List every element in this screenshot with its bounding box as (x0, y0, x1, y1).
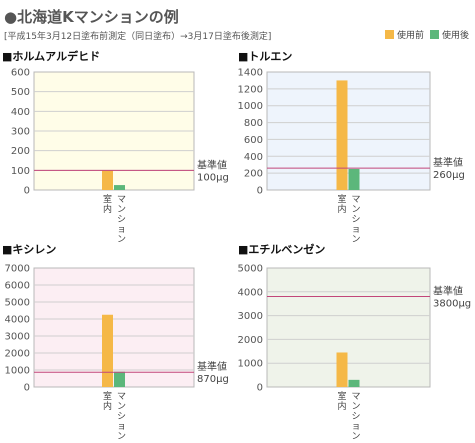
chart-2-reference-label: 基準値 (433, 156, 463, 169)
chart-4-plot-area (266, 267, 431, 388)
chart-4-tick-label: 4000 (238, 287, 263, 298)
chart-4-category-label: ョ (351, 422, 360, 432)
chart-2-category-label: マ (351, 195, 360, 205)
chart-1-bar-after (114, 185, 125, 190)
chart-3-tick-label: 6000 (5, 281, 30, 292)
chart-3-tick-label: 2000 (5, 349, 30, 360)
chart-2-tick-label: 200 (244, 169, 263, 180)
page-subtitle: [平成15年3月12日塗布前測定（同日塗布）→3月17日塗布後測定] (4, 32, 272, 42)
chart-1-category-label: ン (117, 235, 126, 245)
chart-4-category-label: ン (351, 432, 360, 442)
chart-1-category-label: シ (117, 215, 126, 225)
chart-3-title: ■キシレン (2, 243, 56, 256)
chart-3-category-label: ン (117, 402, 126, 412)
chart-3-tick-label: 1000 (5, 366, 30, 377)
chart-2-category-label: 内 (337, 203, 346, 215)
page-title: ●北海道Kマンションの例 (4, 8, 179, 26)
chart-2-reference-value: 260μg (433, 170, 465, 181)
chart-4-reference-value: 3800μg (433, 299, 471, 310)
chart-2-category-label: ン (351, 205, 360, 215)
chart-2-tick-label: 1400 (238, 68, 263, 79)
chart-2-category-label: ン (351, 235, 360, 245)
legend-swatch-before (385, 30, 394, 39)
chart-3-category-label: 室 (103, 390, 112, 402)
chart-3-plot-area (33, 267, 195, 388)
chart-1-tick-label: 100 (11, 166, 30, 177)
chart-4-category-label: 内 (337, 400, 346, 412)
chart-2-tick-label: 400 (244, 152, 263, 163)
chart-3-tick-label: 5000 (5, 298, 30, 309)
chart-2-tick-label: 800 (244, 118, 263, 129)
chart-3-bar-before (102, 314, 113, 387)
chart-4-reference-label: 基準値 (433, 285, 463, 298)
chart-4-tick-label: 0 (257, 383, 263, 394)
chart-4-tick-label: 3000 (238, 311, 263, 322)
chart-3-category-label: シ (117, 412, 126, 422)
chart-4-category-label: シ (351, 412, 360, 422)
chart-3-category-label: マ (117, 392, 126, 402)
chart-3-reference-label: 基準値 (197, 360, 227, 373)
chart-2-tick-label: 1000 (238, 101, 263, 112)
chart-4-bar-before (336, 352, 348, 387)
chart-4-title: ■エチルベンゼン (238, 242, 325, 256)
chart-3-tick-label: 3000 (5, 332, 30, 343)
chart-1-tick-label: 500 (11, 87, 30, 98)
legend-item-after: 使用後 (430, 28, 469, 41)
chart-3-category-label: ョ (117, 422, 126, 432)
chart-1-category-label: 室 (103, 193, 112, 205)
legend-item-before: 使用前 (385, 28, 424, 41)
chart-4-tick-label: 2000 (238, 335, 263, 346)
chart-4-category-label: ン (351, 402, 360, 412)
chart-1-category-label: ン (117, 205, 126, 215)
chart-1-tick-label: 0 (24, 186, 30, 197)
chart-2-category-label: シ (351, 215, 360, 225)
chart-1-tick-label: 600 (11, 68, 30, 79)
chart-1-bar-before (102, 170, 113, 190)
chart-2-title: ■トルエン (238, 50, 292, 63)
chart-1-category-label: 内 (103, 203, 112, 215)
chart-1-category-label: マ (117, 195, 126, 205)
chart-3-category-label: 内 (103, 400, 112, 412)
chart-4-bar-after (348, 379, 360, 387)
chart-3-reference-value: 870μg (197, 374, 229, 385)
chart-4-tick-label: 1000 (238, 359, 263, 370)
chart-1-tick-label: 400 (11, 107, 30, 118)
chart-2-bar-before (336, 80, 348, 190)
chart-1-tick-label: 300 (11, 127, 30, 138)
chart-3-category-label: ン (117, 432, 126, 442)
chart-1-reference-label: 基準値 (197, 158, 227, 171)
chart-4-tick-label: 5000 (238, 264, 263, 275)
legend-label-before: 使用前 (397, 31, 425, 41)
chart-2-bar-after (348, 168, 360, 190)
chart-1-title: ■ホルムアルデヒド (2, 49, 100, 63)
chart-2-tick-label: 1200 (238, 84, 263, 95)
chart-1-category-label: ョ (117, 225, 126, 235)
chart-2-tick-label: 600 (244, 135, 263, 146)
chart-3-tick-label: 4000 (5, 315, 30, 326)
legend-swatch-after (430, 30, 439, 39)
chart-2-tick-label: 0 (257, 186, 263, 197)
chart-3-tick-label: 0 (24, 383, 30, 394)
chart-2-category-label: 室 (337, 193, 346, 205)
legend-label-after: 使用後 (442, 31, 470, 41)
chart-1-tick-label: 200 (11, 146, 30, 157)
chart-4-category-label: マ (351, 392, 360, 402)
chart-3-bar-after (114, 371, 125, 387)
chart-4-category-label: 室 (337, 390, 346, 402)
chart-3-tick-label: 7000 (5, 264, 30, 275)
chart-1-reference-value: 100μg (197, 172, 229, 183)
chart-2-category-label: ョ (351, 225, 360, 235)
